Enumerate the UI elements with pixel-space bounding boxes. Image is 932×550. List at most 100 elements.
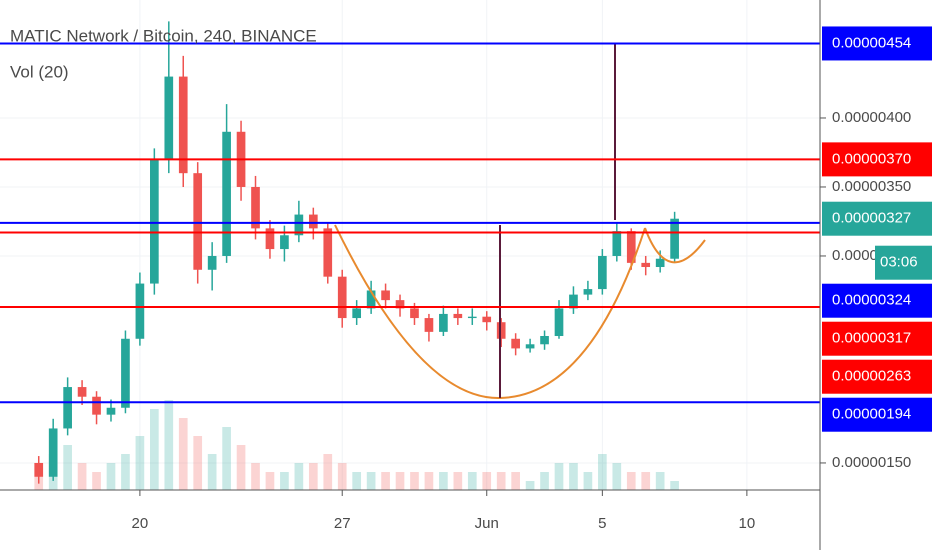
candle-body <box>482 316 492 323</box>
y-tick-label: 0.00000350 <box>832 178 911 195</box>
y-tick-label: 0.00000150 <box>832 454 911 471</box>
candle-body <box>626 231 636 263</box>
candle-body <box>439 313 448 332</box>
volume-bar <box>410 472 419 490</box>
volume-bar <box>583 472 593 490</box>
candle-body <box>670 218 679 259</box>
candle-body <box>323 228 333 277</box>
candle-body <box>496 322 506 339</box>
volume-bar <box>554 463 564 490</box>
price-label: 0.00000370 <box>832 150 911 167</box>
price-label: 0.00000454 <box>832 34 911 51</box>
candle-body <box>178 76 188 174</box>
handle-drawing <box>644 227 706 264</box>
price-label: 0.00000317 <box>832 330 911 347</box>
candle-body <box>77 387 87 397</box>
candle-body <box>135 283 145 339</box>
price-label-box <box>822 321 932 356</box>
candle-body <box>222 131 231 256</box>
volume-bar <box>439 472 448 490</box>
candle-body <box>381 290 390 301</box>
volume-bar <box>395 472 405 490</box>
volume-bar <box>236 445 246 490</box>
price-label-box <box>822 397 932 432</box>
candle-body <box>641 262 651 268</box>
grid <box>0 0 820 490</box>
candle-body <box>583 289 593 295</box>
price-label-box <box>822 283 932 318</box>
volume-bar <box>63 445 72 490</box>
price-label-box <box>822 201 932 236</box>
y-tick-label: 0.00000400 <box>832 109 911 126</box>
price-label: 0.00000194 <box>832 406 911 423</box>
candle-body <box>366 290 376 309</box>
candle-body <box>106 407 116 415</box>
volume-bar <box>150 409 159 490</box>
price-label-box <box>822 359 932 394</box>
volume-bar <box>670 481 679 490</box>
candle-body <box>410 308 419 319</box>
candle-body <box>280 235 289 250</box>
x-tick-label: 20 <box>132 515 149 532</box>
price-label: 0.00000263 <box>832 368 911 385</box>
candle-body <box>424 318 434 332</box>
volume-bar <box>525 481 535 490</box>
volume-bar <box>598 454 607 490</box>
volume-bar <box>77 463 87 490</box>
volume-bar <box>482 472 492 490</box>
candle-body <box>193 173 203 270</box>
candle-body <box>92 396 101 415</box>
candle-body <box>251 186 260 229</box>
price-label-box <box>822 142 932 177</box>
volume-bar <box>207 454 217 490</box>
volume-bar <box>121 454 130 490</box>
volume-label: Vol (20) <box>10 62 69 81</box>
volume-bar <box>193 436 203 490</box>
candle-body <box>164 76 174 160</box>
volume-bar <box>511 472 520 490</box>
price-label: 0.00000327 <box>832 210 911 227</box>
x-tick-label: 10 <box>739 515 756 532</box>
volume-bar <box>280 472 289 490</box>
candle-body <box>48 428 58 477</box>
candle-body <box>265 228 275 250</box>
volume-bar <box>467 472 477 490</box>
volume-bar <box>612 463 622 490</box>
volume-bar <box>164 400 174 490</box>
candle-body <box>395 300 405 309</box>
volume-bar <box>381 472 390 490</box>
candle-body <box>34 462 44 477</box>
countdown: 03:06 <box>880 254 918 271</box>
volume-bar <box>453 472 463 490</box>
candle-body <box>294 214 304 236</box>
volume-bar <box>569 463 578 490</box>
volume-bar <box>308 463 318 490</box>
volume-bar <box>178 418 188 490</box>
candle-body <box>655 258 665 268</box>
volume-bar <box>655 472 665 490</box>
candle-body <box>598 255 607 290</box>
candle-body <box>612 231 622 256</box>
price-label-box <box>822 26 932 61</box>
volume-bar <box>641 472 651 490</box>
price-label: 0.00000324 <box>832 292 911 309</box>
volume-bar <box>135 436 145 490</box>
candle-body <box>308 214 318 229</box>
volume-bar <box>222 427 231 490</box>
x-tick-label: 5 <box>598 515 606 532</box>
axis-labels: 0.000001500.000003000.000003500.00000400… <box>132 26 932 532</box>
cup-drawing <box>334 224 646 400</box>
candle-body <box>540 336 549 345</box>
candle-body <box>525 344 535 349</box>
x-tick-label: 27 <box>334 515 351 532</box>
volume-bar <box>294 463 304 490</box>
volume-bar <box>626 472 636 490</box>
volume-bar <box>424 472 434 490</box>
volume-bar <box>352 472 362 490</box>
candle-body <box>554 308 564 337</box>
candle-body <box>150 159 159 284</box>
x-tick-label: Jun <box>475 515 499 532</box>
candle-body <box>63 387 72 429</box>
volume-bar <box>540 472 549 490</box>
candle-body <box>207 255 217 270</box>
